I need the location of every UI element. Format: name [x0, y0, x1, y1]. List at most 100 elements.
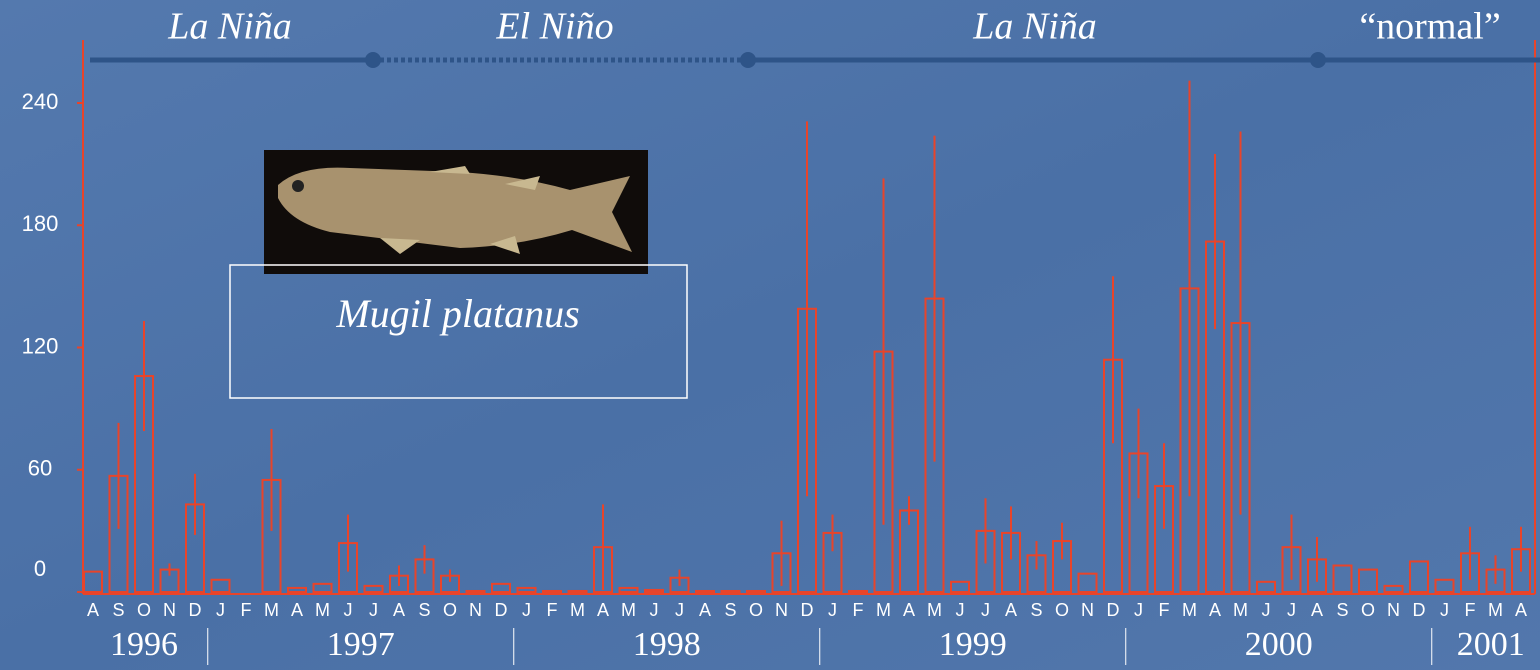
x-tick-label: J	[981, 600, 990, 620]
x-tick-label: F	[1159, 600, 1170, 620]
bar	[618, 586, 639, 593]
phase-label: “normal”	[1359, 6, 1500, 48]
bar	[83, 570, 103, 593]
x-tick-label: J	[344, 600, 353, 620]
x-tick-label: M	[876, 600, 891, 620]
x-tick-label: N	[775, 600, 788, 620]
y-tick-label: 0	[34, 556, 46, 581]
bar	[1434, 578, 1455, 594]
x-tick-label: J	[650, 600, 659, 620]
x-tick-label: J	[369, 600, 378, 620]
x-tick-label: F	[241, 600, 252, 620]
x-tick-label: N	[469, 600, 482, 620]
x-tick-label: S	[418, 600, 430, 620]
x-tick-label: J	[1134, 600, 1143, 620]
bar	[950, 580, 970, 593]
bar	[542, 589, 562, 594]
x-tick-label: O	[749, 600, 763, 620]
x-tick-label: J	[1287, 600, 1296, 620]
year-label: 1999	[939, 626, 1007, 663]
bar	[720, 589, 741, 594]
x-tick-label: O	[137, 600, 151, 620]
x-tick-label: A	[1311, 600, 1323, 620]
x-tick-label: J	[956, 600, 965, 620]
x-tick-label: M	[621, 600, 636, 620]
x-tick-label: J	[1440, 600, 1449, 620]
bar	[1077, 572, 1098, 593]
x-tick-label: A	[291, 600, 303, 620]
phase-label: El Niño	[495, 6, 613, 48]
phase-label: La Niña	[972, 6, 1097, 48]
x-tick-label: S	[724, 600, 736, 620]
x-tick-label: A	[87, 600, 99, 620]
x-tick-label: M	[927, 600, 942, 620]
x-tick-label: O	[1055, 600, 1069, 620]
x-tick-label: J	[828, 600, 837, 620]
bar	[312, 582, 333, 593]
x-tick-label: D	[801, 600, 814, 620]
phase-label: La Niña	[167, 6, 292, 48]
x-tick-label: A	[597, 600, 609, 620]
bar	[1358, 568, 1378, 594]
x-tick-label: A	[1515, 600, 1527, 620]
fish-photo	[264, 150, 648, 274]
bar	[848, 589, 868, 594]
year-label: 1998	[633, 626, 701, 663]
x-tick-label: F	[1465, 600, 1476, 620]
x-tick-label: D	[495, 600, 508, 620]
bar	[210, 578, 231, 594]
year-label: 1996	[110, 626, 178, 663]
x-tick-label: J	[216, 600, 225, 620]
x-tick-label: M	[315, 600, 330, 620]
bar	[287, 586, 307, 593]
x-tick-label: J	[522, 600, 531, 620]
bar	[644, 588, 664, 594]
x-tick-label: S	[1336, 600, 1348, 620]
x-tick-label: J	[1262, 600, 1271, 620]
phase-dot	[1310, 52, 1326, 68]
caption: Mugil platanus	[335, 291, 579, 336]
x-tick-label: M	[1488, 600, 1503, 620]
bar	[746, 589, 766, 594]
x-tick-label: N	[1081, 600, 1094, 620]
bar	[491, 582, 511, 593]
caption-box	[229, 264, 688, 399]
x-tick-label: A	[903, 600, 915, 620]
x-tick-label: M	[1182, 600, 1197, 620]
phase-dot	[740, 52, 756, 68]
x-tick-label: A	[699, 600, 711, 620]
bar	[1383, 584, 1404, 594]
x-tick-label: S	[112, 600, 124, 620]
x-tick-label: N	[1387, 600, 1400, 620]
y-tick-label: 60	[28, 456, 52, 481]
x-tick-label: F	[853, 600, 864, 620]
year-label: 2000	[1245, 626, 1313, 663]
x-tick-label: O	[443, 600, 457, 620]
bar	[695, 589, 715, 594]
x-tick-label: M	[570, 600, 585, 620]
x-tick-label: A	[393, 600, 405, 620]
year-label: 1997	[327, 626, 395, 663]
x-tick-label: O	[1361, 600, 1375, 620]
x-tick-label: D	[1413, 600, 1426, 620]
x-tick-label: M	[1233, 600, 1248, 620]
y-tick-label: 240	[22, 89, 59, 114]
bar	[465, 589, 486, 594]
bar	[1332, 564, 1353, 594]
bar	[1256, 580, 1276, 593]
x-tick-label: D	[1107, 600, 1120, 620]
x-tick-label: J	[675, 600, 684, 620]
x-tick-label: N	[163, 600, 176, 620]
x-tick-label: D	[189, 600, 202, 620]
bar	[516, 586, 537, 593]
bar	[363, 584, 384, 594]
x-tick-label: A	[1005, 600, 1017, 620]
year-label: 2001	[1457, 626, 1525, 663]
y-tick-label: 180	[22, 211, 59, 236]
x-tick-label: S	[1030, 600, 1042, 620]
y-tick-label: 120	[22, 333, 59, 358]
x-tick-label: M	[264, 600, 279, 620]
phase-dot	[365, 52, 381, 68]
